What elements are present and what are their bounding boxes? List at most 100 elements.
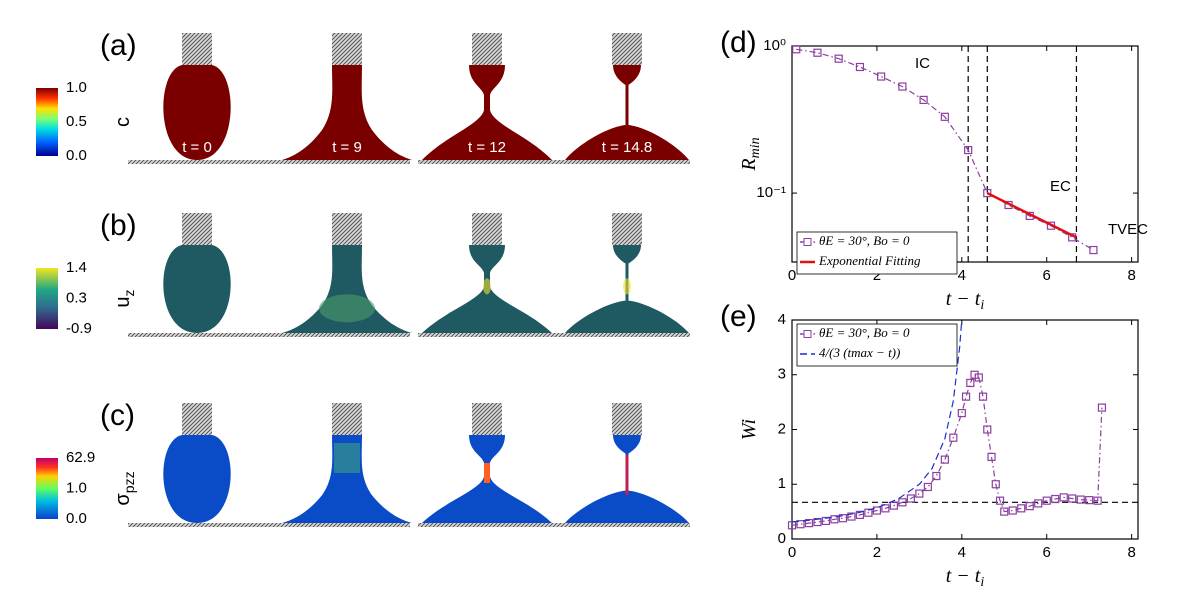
series-line <box>791 324 962 523</box>
droplet <box>282 245 412 333</box>
hotspot <box>483 278 491 295</box>
data-point <box>847 512 856 521</box>
colorbar-label: c <box>112 117 134 127</box>
colorbar <box>36 458 58 519</box>
x-tick-label: 4 <box>958 267 966 284</box>
colorbar-tick: 0.5 <box>66 113 87 130</box>
data-point <box>1008 506 1017 515</box>
data-point <box>838 514 848 523</box>
data-point <box>821 516 831 526</box>
legend-label: Exponential Fitting <box>818 253 921 268</box>
legend-box <box>796 323 958 367</box>
panel-label: (b) <box>100 209 137 242</box>
chart: 0 2 4 6 8 10⁻¹ 10⁰ IC EC TVEC θE = 30°, Bo = 0 Expo… <box>720 26 1148 313</box>
x-tick-label: 6 <box>1043 267 1051 284</box>
panel-label: (c) <box>100 399 135 432</box>
x-tick-label: 0 <box>788 544 796 561</box>
time-label: t = 0 <box>182 139 212 156</box>
y-axis-label-sub: min <box>748 137 763 158</box>
data-point <box>813 48 822 57</box>
data-point <box>855 62 865 72</box>
data-point <box>1068 494 1077 503</box>
nozzle <box>472 213 502 245</box>
colorbar-tick: 0.3 <box>66 289 87 306</box>
data-point <box>1025 502 1034 511</box>
x-axis-label-sub: i <box>980 575 984 590</box>
nozzle <box>612 33 642 65</box>
data-point <box>932 471 941 481</box>
y-tick-label: 10⁰ <box>763 37 786 54</box>
colorbar-tick: 1.0 <box>66 79 87 96</box>
nozzle <box>612 213 642 245</box>
substrate <box>128 160 404 164</box>
data-point <box>983 425 992 434</box>
y-axis-label-main: Wi <box>738 419 760 440</box>
plots: 0 2 4 6 8 10⁻¹ 10⁰ IC EC TVEC θE = 30°, Bo = 0 Expo… <box>720 26 1148 590</box>
data-point <box>915 489 924 498</box>
series-line <box>796 48 1094 251</box>
colorbar-tick: 0.0 <box>66 510 87 527</box>
hotspot <box>484 463 490 483</box>
data-point <box>974 373 983 382</box>
panel-label: (e) <box>720 300 757 333</box>
time-label: t = 9 <box>332 139 362 156</box>
nozzle <box>182 33 212 65</box>
nozzle <box>612 403 642 435</box>
x-axis-label: t − ti <box>946 565 985 591</box>
data-point <box>1034 499 1043 508</box>
x-tick-label: 2 <box>873 267 881 284</box>
series-line <box>791 373 1103 526</box>
droplet <box>163 435 231 523</box>
x-axis-label-main: t − t <box>946 565 981 587</box>
data-point <box>855 510 865 520</box>
droplet <box>282 65 412 160</box>
data-point <box>834 54 843 63</box>
data-point <box>804 519 814 528</box>
droplet <box>163 65 231 160</box>
y-tick-label: 0 <box>778 530 786 547</box>
data-point <box>813 517 822 527</box>
data-point <box>796 520 805 529</box>
data-point <box>877 72 886 81</box>
panel-label: (a) <box>100 29 137 62</box>
legend-swatch <box>803 330 812 338</box>
colorbar-label-sub: z <box>121 289 137 296</box>
data-point <box>1085 496 1094 505</box>
data-point <box>983 188 992 198</box>
x-tick-label: 4 <box>958 544 966 561</box>
data-point <box>1042 496 1051 505</box>
data-point <box>991 480 1000 489</box>
x-tick-label: 0 <box>788 267 796 284</box>
data-point <box>995 496 1005 505</box>
data-point <box>1059 493 1068 502</box>
legend-box <box>796 231 958 275</box>
colorbar-tick: 0.0 <box>66 147 87 164</box>
legend-swatch <box>803 238 812 246</box>
data-point <box>961 392 971 401</box>
x-axis-label-main: t − t <box>946 288 981 310</box>
time-label: t = 14.8 <box>602 139 652 156</box>
colorbar-tick: 1.4 <box>66 259 87 276</box>
colorbar <box>36 88 58 156</box>
y-tick-label: 4 <box>778 311 786 328</box>
substrate <box>280 160 410 164</box>
data-point <box>1076 495 1085 504</box>
data-point <box>949 433 958 442</box>
droplet <box>565 65 689 160</box>
data-point <box>964 145 973 155</box>
data-point <box>978 392 988 401</box>
data-point <box>1089 245 1098 255</box>
colorbar-label-main: u <box>112 296 134 307</box>
y-tick-label: 10⁻¹ <box>756 184 786 201</box>
data-point <box>792 45 801 54</box>
data-point <box>906 494 915 503</box>
data-point <box>898 498 907 507</box>
data-point <box>987 452 996 461</box>
data-point <box>923 482 932 492</box>
hotspot <box>334 443 360 473</box>
colorbar-label-sub: pzz <box>121 471 137 493</box>
nozzle <box>332 213 362 245</box>
hotspot <box>319 294 375 323</box>
x-tick-label: 8 <box>1127 544 1135 561</box>
